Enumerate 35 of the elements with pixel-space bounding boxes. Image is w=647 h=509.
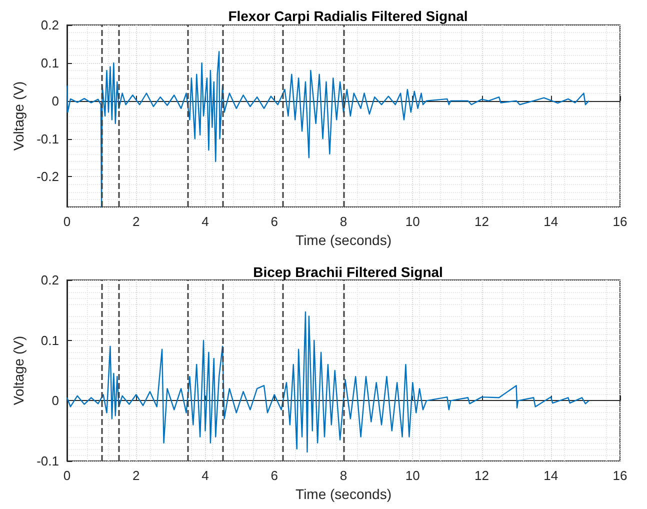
y-tick-label: -0.2 (36, 169, 59, 184)
y-tick-label: -0.1 (36, 131, 59, 146)
x-tick-label: 10 (405, 468, 420, 483)
chart-title: Flexor Carpi Radialis Filtered Signal (228, 8, 468, 24)
x-tick-label: 4 (202, 468, 209, 483)
y-tick-label: 0 (52, 93, 59, 108)
line-series (66, 311, 590, 453)
x-tick-label: 2 (132, 468, 140, 483)
x-tick-label: 12 (474, 468, 489, 483)
y-axis-title: Voltage (V) (10, 81, 27, 151)
x-tick-label: 4 (202, 214, 209, 229)
y-tick-label: 0.2 (40, 272, 59, 288)
y-tick-label: 0.1 (40, 55, 59, 70)
x-tick-label: 0 (63, 214, 71, 229)
y-axis-title: Voltage (V) (10, 336, 27, 406)
x-tick-label: 8 (340, 468, 348, 483)
x-tick-label: 16 (612, 468, 628, 483)
x-tick-label: 2 (132, 214, 140, 229)
x-tick-label: 14 (544, 468, 558, 483)
line-series (66, 50, 590, 208)
x-tick-label: 12 (474, 214, 489, 229)
x-tick-label: 14 (544, 214, 558, 229)
x-tick-label: 6 (270, 468, 278, 483)
x-tick-label: 6 (270, 214, 278, 229)
x-tick-label: 16 (612, 214, 628, 229)
y-tick-label: 0 (52, 393, 59, 408)
y-tick-label: 0.1 (40, 332, 59, 348)
y-tick-label: 0.2 (40, 18, 59, 32)
x-tick-label: 0 (63, 468, 71, 483)
x-tick-label: 8 (340, 214, 348, 229)
x-axis-title: Time (seconds) (296, 232, 392, 248)
x-axis-title: Time (seconds) (296, 486, 392, 502)
chart-title: Bicep Brachii Filtered Signal (253, 264, 443, 280)
y-tick-label: -0.1 (36, 454, 59, 468)
x-tick-label: 10 (405, 214, 420, 229)
